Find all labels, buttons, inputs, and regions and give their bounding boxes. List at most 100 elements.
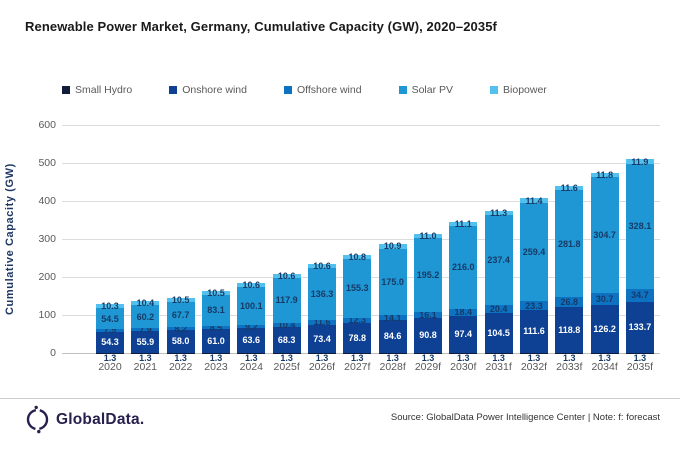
bar-segment-onshore-wind: 118.8 <box>555 307 584 353</box>
bar-segment-biopower: 11.6 <box>555 183 584 193</box>
bar-segment-onshore-wind: 78.8 <box>343 322 372 353</box>
bar-segment-offshore-wind: 9.2 <box>237 322 266 332</box>
bar-value-label: 78.8 <box>348 332 367 343</box>
bar-segment-biopower: 10.6 <box>272 271 301 281</box>
legend-label: Offshore wind <box>296 84 362 96</box>
x-tick-label: 2035f <box>626 361 654 373</box>
bar-value-label: 100.1 <box>240 300 263 311</box>
bar-value-label: 1.3 <box>209 352 223 363</box>
bar-value-label: 136.3 <box>310 289 334 300</box>
bar-value-label: 1.3 <box>174 352 187 363</box>
chart-plot-area: 0 100 200 300 400 500 600 1.3 54.3 7.9 54.5 10.3 202… <box>38 119 660 373</box>
bar-segment-onshore-wind: 84.6 <box>378 320 407 353</box>
bar-segment-onshore-wind: 58.0 <box>166 330 195 353</box>
x-tick-label: 2022 <box>168 361 193 373</box>
bar-segment-onshore-wind: 63.6 <box>237 328 266 353</box>
x-tick-label: 2026f <box>308 361 336 373</box>
bar-segment-solar-pv: 60.2 <box>131 305 160 329</box>
bar-segment-solar-pv: 328.1 <box>625 163 654 289</box>
y-tick-label: 300 <box>38 232 56 245</box>
y-tick-label: 500 <box>38 156 56 169</box>
bar-2035f: 1.3 133.7 34.7 328.1 11.9 <box>625 157 654 363</box>
bar-value-label: 58.0 <box>171 336 190 347</box>
bar-value-label: 10.9 <box>383 241 402 252</box>
bar-segment-biopower: 11.3 <box>484 208 513 218</box>
gridline <box>62 125 660 126</box>
bar-segment-onshore-wind: 133.7 <box>625 301 654 353</box>
bar-value-label: 11.4 <box>525 195 543 206</box>
bar-segment-offshore-wind: 7.9 <box>131 325 160 335</box>
bar-segment-onshore-wind: 68.3 <box>272 326 301 353</box>
x-axis-line <box>62 353 660 354</box>
bar-segment-offshore-wind: 10.4 <box>272 320 301 330</box>
bar-value-label: 175.0 <box>381 276 404 287</box>
bar-2030f: 1.3 97.4 18.4 216.0 11.1 <box>449 219 478 363</box>
legend-swatch-icon <box>398 86 407 94</box>
source-note: Source: GlobalData Power Intelligence Ce… <box>390 412 660 423</box>
bar-value-label: 104.5 <box>487 327 510 338</box>
bar-segment-onshore-wind: 111.6 <box>519 310 548 353</box>
legend-item-onshore-wind: Onshore wind <box>169 84 247 96</box>
chart-legend: Small Hydro Onshore wind Offshore wind Sola… <box>62 84 547 96</box>
bar-value-label: 304.7 <box>593 230 616 240</box>
bar-segment-biopower: 10.3 <box>96 301 124 311</box>
legend-swatch-icon <box>490 86 499 94</box>
legend-label: Biopower <box>503 84 547 96</box>
bar-2026f: 1.3 73.4 11.6 136.3 10.6 <box>307 261 336 363</box>
x-tick-label: 2020 <box>98 361 122 373</box>
bar-value-label: 1.3 <box>457 352 470 363</box>
bar-2020: 1.3 54.3 7.9 54.5 10.3 <box>96 301 124 363</box>
bar-segment-solar-pv: 117.9 <box>272 277 301 323</box>
bar-value-label: 90.8 <box>419 330 437 341</box>
bar-segment-onshore-wind: 97.4 <box>449 315 478 353</box>
bar-2023: 1.3 61.0 8.5 83.1 10.5 <box>201 288 230 363</box>
x-tick-label: 2024 <box>239 361 263 373</box>
bar-value-label: 10.3 <box>101 301 119 312</box>
bar-segment-biopower: 10.4 <box>131 298 160 308</box>
bar-value-label: 118.8 <box>558 324 581 335</box>
bar-segment-biopower: 11.1 <box>449 219 478 229</box>
bar-value-label: 1.3 <box>351 352 364 363</box>
bar-value-label: 30.7 <box>595 293 614 304</box>
bar-value-label: 117.9 <box>275 295 298 306</box>
bar-value-label: 10.4 <box>136 298 155 309</box>
bar-segment-solar-pv: 259.4 <box>519 202 548 302</box>
bar-segment-onshore-wind: 54.3 <box>96 331 124 353</box>
gridline <box>62 239 660 240</box>
bar-segment-biopower: 10.6 <box>307 261 336 271</box>
bar-segment-solar-pv: 83.1 <box>201 294 230 327</box>
x-tick-label: 2021 <box>133 361 157 373</box>
bar-value-label: 10.8 <box>348 251 367 262</box>
bar-value-label: 10.6 <box>313 261 331 272</box>
bar-segment-offshore-wind: 30.7 <box>590 292 619 305</box>
bar-segment-biopower: 11.8 <box>590 170 619 180</box>
bar-segment-solar-pv: 136.3 <box>307 268 336 321</box>
bar-value-label: 11.8 <box>596 169 614 180</box>
bar-segment-offshore-wind: 23.3 <box>519 301 548 311</box>
bar-value-label: 12.3 <box>348 315 367 326</box>
bar-segment-onshore-wind: 104.5 <box>484 312 513 353</box>
bar-segment-solar-pv: 175.0 <box>378 248 407 316</box>
bar-2032f: 1.3 111.6 23.3 259.4 11.4 <box>519 196 548 363</box>
bar-segment-biopower: 10.9 <box>378 241 407 251</box>
bar-segment-onshore-wind: 90.8 <box>413 318 442 353</box>
bar-segment-offshore-wind: 11.6 <box>307 317 336 327</box>
bar-value-label: 1.3 <box>563 352 576 363</box>
bar-segment-biopower: 11.0 <box>413 231 442 241</box>
bar-value-label: 73.4 <box>313 333 331 344</box>
x-tick-label: 2032f <box>520 361 548 373</box>
bar-2027f: 1.3 78.8 12.3 155.3 10.8 <box>343 252 372 363</box>
bar-2034f: 1.3 126.2 30.7 304.7 11.8 <box>590 170 619 363</box>
bar-segment-onshore-wind: 73.4 <box>307 324 336 353</box>
legend-label: Onshore wind <box>182 84 247 96</box>
legend-swatch-icon <box>283 86 292 94</box>
y-tick-label: 400 <box>38 194 56 207</box>
bar-2028f: 1.3 84.6 14.1 175.0 10.9 <box>378 241 407 363</box>
bar-segment-offshore-wind: 14.1 <box>378 313 407 323</box>
chart-title: Renewable Power Market, Germany, Cumulat… <box>25 19 497 34</box>
bar-value-label: 10.6 <box>277 270 296 281</box>
bar-segment-offshore-wind: 12.3 <box>343 315 372 325</box>
bar-value-label: 237.4 <box>487 254 510 265</box>
x-tick-label: 2033f <box>556 361 583 373</box>
